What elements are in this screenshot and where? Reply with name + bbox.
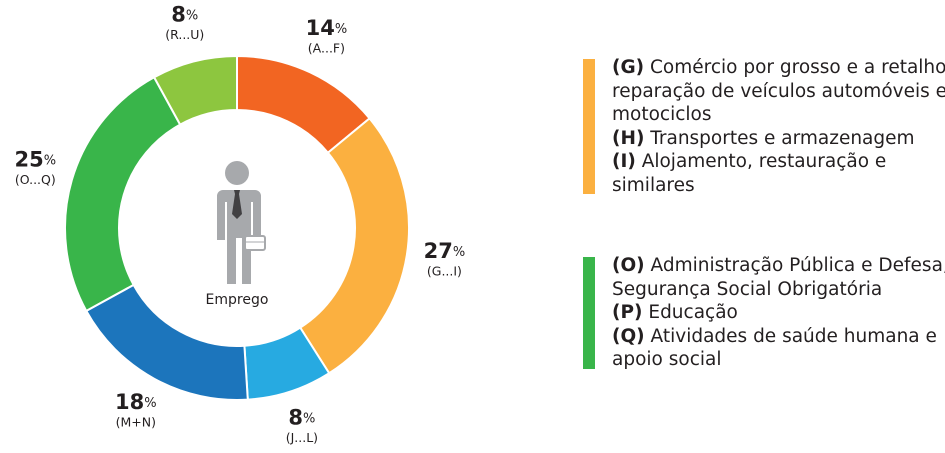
- legend-text: Alojamento, restauração e similares: [612, 151, 887, 196]
- legend-item: (P) Educação: [612, 301, 945, 325]
- value-number: 25: [15, 147, 44, 171]
- legend-text: Educação: [648, 302, 738, 323]
- category-label: (G...I): [427, 263, 462, 278]
- legend-text: Atividades de saúde humana e apoio socia…: [612, 325, 937, 371]
- legend-item: (H) Transportes e armazenagem: [612, 127, 945, 151]
- value-number: 8: [288, 406, 303, 430]
- category-label: (R...U): [165, 27, 204, 42]
- person-icon: [217, 161, 266, 284]
- legend-block: (O) Administração Pública e Defesa; Segu…: [583, 254, 945, 372]
- value-unit: %: [144, 396, 156, 411]
- donut-segment: [64, 75, 182, 313]
- value-unit: %: [453, 244, 465, 259]
- value-unit: %: [186, 8, 198, 23]
- value-unit: %: [303, 411, 315, 426]
- legend-code: (O): [612, 255, 645, 276]
- legend-bar: [583, 59, 595, 194]
- value-unit: %: [44, 153, 56, 168]
- category-label: (A...F): [308, 40, 345, 55]
- legend-text: Comércio por grosso e a retalho; reparaç…: [612, 57, 945, 125]
- legend-item: (Q) Atividades de saúde humana e apoio s…: [612, 325, 945, 372]
- center-label: Emprego: [206, 292, 269, 308]
- value-number: 27: [424, 239, 453, 263]
- legend-text: Transportes e armazenagem: [650, 127, 915, 149]
- legend-code: (Q): [612, 325, 645, 347]
- value-number: 18: [115, 390, 144, 414]
- legend-item: (G) Comércio por grosso e a retalho; rep…: [612, 56, 945, 127]
- legend-block: (G) Comércio por grosso e a retalho; rep…: [583, 56, 945, 197]
- value-label: 14%: [306, 16, 348, 40]
- donut-segment: [298, 116, 410, 375]
- value-number: 14: [306, 16, 335, 40]
- value-label: 18%: [115, 390, 157, 414]
- legend-code: (I): [612, 151, 636, 172]
- chart: Emprego 14%(A...F)27%(G...I)8%(J...L)18%…: [15, 3, 466, 446]
- value-label: 8%: [288, 406, 315, 430]
- legend-bar: [583, 257, 595, 369]
- legend-text: Administração Pública e Defesa; Seguranç…: [612, 255, 945, 300]
- category-label: (J...L): [286, 430, 318, 445]
- legend-item: (O) Administração Pública e Defesa; Segu…: [612, 254, 945, 301]
- category-label: (M+N): [116, 415, 156, 430]
- legend-item: (I) Alojamento, restauração e similares: [612, 150, 945, 197]
- value-label: 8%: [171, 3, 198, 27]
- legend-code: (H): [612, 127, 645, 149]
- legend-code: (G): [612, 57, 645, 78]
- value-label: 27%: [424, 239, 466, 263]
- legend-code: (P): [612, 302, 643, 323]
- value-label: 25%: [15, 147, 57, 171]
- category-label: (O...Q): [15, 172, 56, 187]
- value-number: 8: [171, 3, 186, 27]
- donut-segment: [152, 54, 238, 126]
- value-unit: %: [335, 21, 347, 36]
